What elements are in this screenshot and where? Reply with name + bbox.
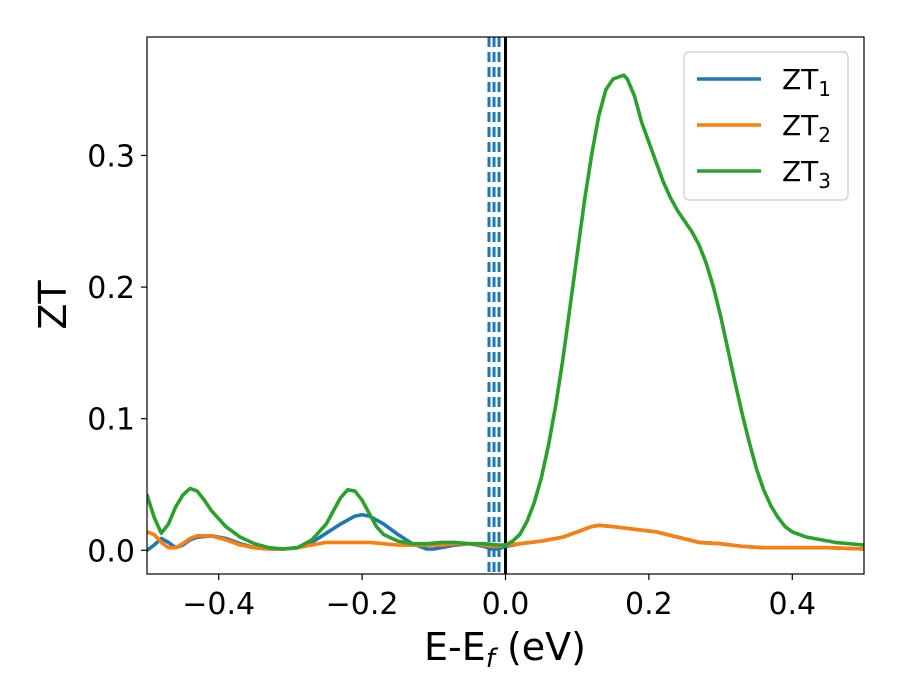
x-axis: −0.4 −0.2 0.0 0.2 0.4: [182, 574, 816, 622]
y-tick-label: 0.0: [87, 534, 135, 569]
x-tick-label: 0.0: [482, 587, 530, 622]
x-tick-label: 0.4: [768, 587, 816, 622]
legend-label-zt2: ZT2: [782, 109, 831, 147]
x-axis-title: E-Ef (eV): [424, 625, 586, 674]
reference-lines: [487, 37, 507, 574]
y-tick-label: 0.3: [87, 139, 135, 174]
legend: ZT1 ZT2 ZT3: [683, 51, 849, 201]
series-line-zt3: [147, 73, 864, 551]
legend-label-zt1: ZT1: [782, 63, 831, 101]
x-tick-label: 0.2: [625, 587, 673, 622]
legend-label-zt3: ZT3: [782, 155, 831, 193]
legend-box: [683, 51, 849, 201]
y-tick-label: 0.1: [87, 403, 135, 438]
y-axis: 0.0 0.1 0.2 0.3: [87, 139, 147, 569]
series-layer: [147, 73, 864, 553]
y-tick-label: 0.2: [87, 271, 135, 306]
y-axis-title: ZT: [31, 280, 75, 330]
x-tick-label: −0.2: [326, 587, 399, 622]
x-tick-label: −0.4: [182, 587, 255, 622]
